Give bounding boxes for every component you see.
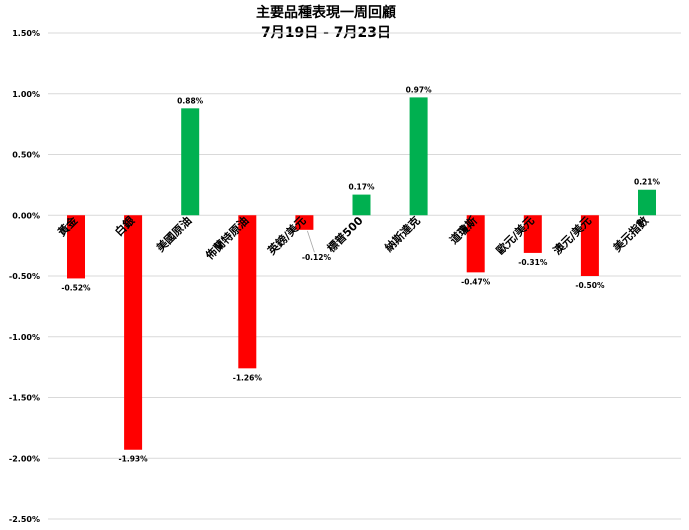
data-label: 0.97% — [406, 85, 433, 94]
bar — [409, 97, 428, 216]
y-tick-label: 1.50% — [12, 29, 40, 38]
category-labels: 黃金 白銀 美國原油 佈蘭特原油 英鎊/美元 標普500 納斯達克 道瓊斯 歐元/美元 澳元/美元… — [54, 213, 651, 263]
y-axis-tick-labels: 1.50% 1.00% 0.50% 0.00% -0.50% -1.00% -1.50% -2… — [9, 29, 40, 524]
data-labels: -0.52% -1.93% 0.88% -1.26% -0.12% 0.17% 0.97% -… — [61, 85, 660, 463]
data-label: -1.93% — [119, 455, 149, 464]
category-label: 納斯達克 — [382, 213, 423, 254]
y-tick-label: -2.50% — [9, 515, 40, 524]
bars — [67, 97, 656, 450]
category-label: 美國原油 — [153, 213, 194, 254]
bar — [238, 215, 257, 369]
bar — [580, 215, 599, 276]
y-tick-label: 1.00% — [12, 90, 40, 99]
bar — [352, 194, 371, 216]
data-label-leader-line — [307, 230, 315, 253]
chart-title: 主要品種表現一周回顧 — [256, 4, 396, 21]
data-label: -1.26% — [233, 373, 263, 382]
data-label: -0.12% — [302, 253, 332, 262]
bar — [466, 215, 485, 273]
y-tick-label: -2.00% — [9, 454, 40, 463]
bar — [295, 215, 314, 230]
y-tick-label: 0.00% — [12, 211, 40, 220]
data-label: -0.31% — [518, 258, 548, 267]
data-label: 0.21% — [634, 178, 661, 187]
bar — [67, 215, 85, 279]
y-tick-label: 0.50% — [12, 151, 40, 160]
bar — [523, 215, 542, 253]
y-tick-label: -0.50% — [9, 272, 40, 281]
data-label: -0.50% — [575, 281, 605, 290]
data-label: 0.17% — [348, 183, 375, 192]
category-label: 美元指數 — [610, 213, 651, 254]
bar — [638, 189, 656, 216]
y-tick-label: -1.00% — [9, 333, 40, 342]
y-tick-label: -1.50% — [9, 394, 40, 403]
data-label: 0.88% — [177, 96, 204, 105]
bar — [181, 108, 200, 216]
category-label: 英鎊/美元 — [264, 213, 309, 258]
category-label: 標普500 — [324, 213, 366, 255]
bar — [124, 215, 143, 450]
data-label: -0.52% — [61, 283, 91, 292]
data-label: -0.47% — [461, 277, 491, 286]
